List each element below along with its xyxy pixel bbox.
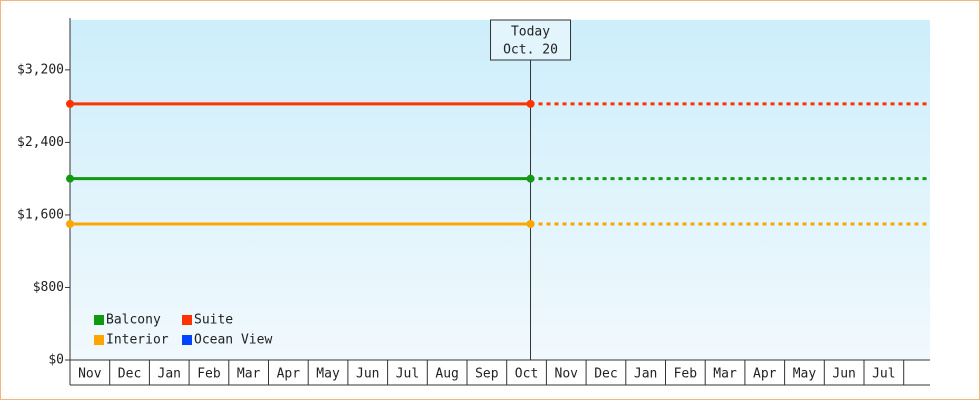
x-tick-label: Dec <box>118 367 141 382</box>
x-tick-label: Dec <box>594 367 617 382</box>
y-tick-label: $2,400 <box>17 135 64 150</box>
legend-swatch <box>94 335 104 345</box>
x-tick-label: Jul <box>872 367 895 382</box>
legend-swatch <box>182 335 192 345</box>
plot-area <box>70 20 930 360</box>
y-tick-label: $800 <box>33 280 64 295</box>
x-tick-label: Mar <box>713 367 737 382</box>
point <box>66 174 74 183</box>
x-tick-label: Jun <box>832 367 855 382</box>
x-tick-label: Feb <box>197 367 221 382</box>
legend-swatch <box>182 315 192 325</box>
x-tick-label: Oct <box>515 367 538 382</box>
x-tick-label: Apr <box>277 367 301 382</box>
today-label: Oct. 20 <box>503 43 558 58</box>
legend-swatch <box>94 315 104 325</box>
x-tick-label: Apr <box>753 367 777 382</box>
point <box>526 174 535 183</box>
legend-label: Ocean View <box>194 333 272 348</box>
y-tick-label: $0 <box>48 353 64 368</box>
legend-label: Interior <box>106 333 169 348</box>
x-tick-label: Nov <box>78 367 102 382</box>
x-tick-label: Feb <box>674 367 698 382</box>
today-box <box>490 19 572 61</box>
x-tick-label: Jan <box>634 367 657 382</box>
x-tick-label: Mar <box>237 367 261 382</box>
point <box>66 99 74 108</box>
y-tick-label: $3,200 <box>17 62 64 77</box>
legend-label: Balcony <box>106 313 161 328</box>
x-tick-label: May <box>793 367 817 382</box>
today-label: Today <box>511 25 550 40</box>
y-tick-label: $1,600 <box>17 207 64 222</box>
x-tick-label: May <box>316 367 340 382</box>
x-tick-label: Aug <box>435 367 458 382</box>
x-tick-label: Jun <box>356 367 379 382</box>
legend-label: Suite <box>194 313 233 328</box>
x-tick-label: Nov <box>555 367 579 382</box>
point <box>66 220 74 228</box>
point <box>526 220 535 228</box>
point <box>526 99 535 108</box>
x-tick-label: Sep <box>475 367 499 382</box>
x-tick-label: Jan <box>158 367 181 382</box>
x-tick-label: Jul <box>396 367 419 382</box>
